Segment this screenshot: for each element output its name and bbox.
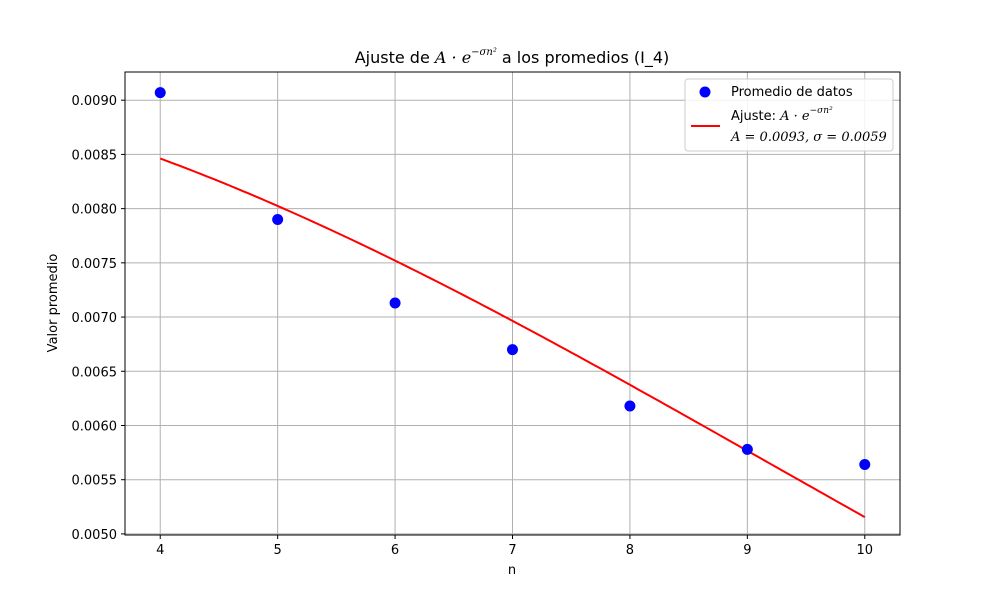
data-point (859, 459, 871, 471)
x-tick-label: 10 (856, 543, 873, 558)
y-tick-label: 0.0055 (72, 474, 118, 489)
title-formula-base: A · e (433, 48, 471, 67)
data-point (154, 87, 166, 99)
y-tick-label: 0.0060 (72, 419, 118, 434)
data-point (624, 400, 636, 412)
chart-title: Ajuste de A · e−σn² a los promedios (I_4… (355, 47, 670, 68)
data-point (272, 213, 284, 225)
y-tick-label: 0.0050 (72, 528, 118, 543)
legend: Promedio de datos Ajuste: A · e−σn² A = … (684, 78, 894, 152)
y-axis-label: Valor promedio (46, 254, 61, 353)
title-prefix: Ajuste de (355, 48, 435, 67)
title-formula-exponent: −σn² (471, 47, 497, 58)
points-layer (154, 87, 871, 471)
x-tick-label: 6 (391, 543, 399, 558)
data-point (741, 443, 753, 455)
y-tick-label: 0.0075 (72, 257, 118, 272)
y-tick-label: 0.0080 (72, 203, 118, 218)
legend-label-scatter: Promedio de datos (731, 85, 853, 100)
data-point (389, 297, 401, 309)
legend-fit-formula-exponent: −σn² (810, 106, 833, 116)
x-tick-label: 5 (274, 543, 282, 558)
legend-marker-scatter (699, 86, 711, 98)
y-tick-label: 0.0065 (72, 365, 118, 380)
grid (125, 72, 900, 535)
x-tick-label: 9 (743, 543, 751, 558)
legend-fit-formula-base: A · e (779, 109, 810, 124)
x-tick-label: 4 (156, 543, 164, 558)
y-tick-label: 0.0070 (72, 311, 118, 326)
legend-fit-params: A = 0.0093, σ = 0.0059 (730, 130, 887, 145)
x-tick-label: 7 (508, 543, 516, 558)
x-axis-label: n (508, 563, 516, 578)
legend-fit-prefix: Ajuste: (731, 109, 780, 124)
legend-label-fit: Ajuste: A · e−σn² (731, 106, 833, 124)
x-axis: 4 5 6 7 8 9 10 (156, 535, 873, 558)
y-axis: 0.0050 0.0055 0.0060 0.0065 0.0070 0.0075 0.00… (72, 94, 125, 543)
x-tick-label: 8 (626, 543, 634, 558)
y-tick-label: 0.0090 (72, 94, 118, 109)
legend-box (684, 78, 894, 152)
y-tick-label: 0.0085 (72, 148, 118, 163)
data-point (507, 344, 518, 356)
title-suffix: a los promedios (I_4) (497, 48, 669, 68)
